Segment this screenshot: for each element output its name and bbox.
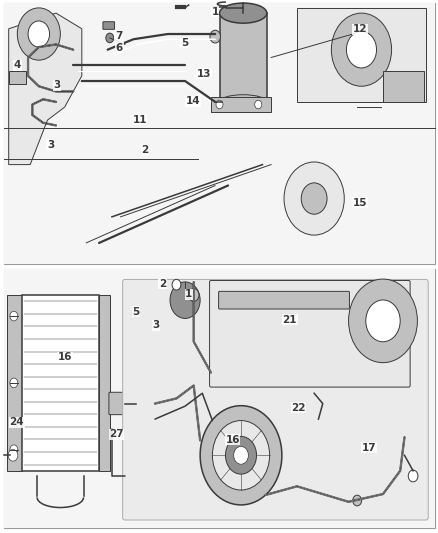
Circle shape — [352, 495, 361, 506]
Polygon shape — [296, 8, 425, 102]
Text: 12: 12 — [352, 25, 367, 34]
FancyBboxPatch shape — [4, 3, 434, 264]
Circle shape — [170, 282, 200, 318]
Text: 27: 27 — [109, 430, 124, 439]
FancyBboxPatch shape — [109, 392, 125, 415]
Text: 3: 3 — [47, 140, 54, 150]
Circle shape — [172, 279, 180, 290]
FancyBboxPatch shape — [9, 70, 26, 84]
Ellipse shape — [219, 95, 266, 109]
Circle shape — [346, 31, 376, 68]
Text: 2: 2 — [159, 279, 166, 288]
Text: 21: 21 — [282, 315, 297, 325]
Circle shape — [407, 470, 417, 482]
FancyBboxPatch shape — [219, 13, 266, 102]
Circle shape — [283, 162, 343, 235]
FancyBboxPatch shape — [122, 279, 427, 520]
Circle shape — [200, 406, 281, 505]
FancyBboxPatch shape — [4, 269, 434, 528]
Circle shape — [28, 21, 49, 47]
FancyBboxPatch shape — [102, 22, 114, 29]
Text: 1: 1 — [185, 289, 192, 299]
Text: 3: 3 — [152, 320, 159, 330]
Circle shape — [233, 446, 248, 464]
Text: 11: 11 — [132, 115, 147, 125]
FancyBboxPatch shape — [4, 3, 434, 264]
Text: 5: 5 — [132, 307, 139, 317]
Circle shape — [365, 300, 399, 342]
Text: 15: 15 — [352, 198, 367, 207]
Text: 13: 13 — [196, 69, 211, 78]
Text: 17: 17 — [360, 443, 375, 453]
Circle shape — [10, 378, 18, 387]
Circle shape — [106, 33, 113, 43]
Circle shape — [300, 183, 326, 214]
Text: 24: 24 — [9, 417, 24, 427]
Circle shape — [136, 400, 143, 408]
Circle shape — [17, 8, 60, 60]
FancyBboxPatch shape — [218, 292, 349, 309]
Circle shape — [331, 13, 391, 86]
Text: 16: 16 — [57, 352, 72, 362]
FancyBboxPatch shape — [7, 295, 21, 471]
Circle shape — [10, 445, 18, 455]
Text: 2: 2 — [141, 146, 148, 155]
FancyBboxPatch shape — [99, 295, 110, 471]
Circle shape — [225, 437, 256, 474]
FancyBboxPatch shape — [382, 70, 423, 102]
Text: 7: 7 — [115, 31, 122, 41]
FancyBboxPatch shape — [4, 269, 434, 528]
Circle shape — [212, 421, 269, 490]
Circle shape — [8, 449, 18, 461]
FancyBboxPatch shape — [21, 295, 99, 471]
Circle shape — [348, 279, 417, 362]
Circle shape — [209, 30, 220, 43]
Ellipse shape — [219, 3, 266, 23]
FancyBboxPatch shape — [210, 96, 271, 112]
Text: 1: 1 — [211, 7, 218, 17]
Circle shape — [10, 311, 18, 321]
Circle shape — [215, 100, 223, 109]
Text: 14: 14 — [185, 96, 200, 106]
Text: 4: 4 — [14, 60, 21, 70]
Text: 3: 3 — [53, 80, 60, 90]
Polygon shape — [9, 13, 81, 165]
FancyBboxPatch shape — [209, 280, 409, 387]
Text: 16: 16 — [225, 435, 240, 445]
Text: 22: 22 — [290, 403, 305, 413]
Text: 5: 5 — [180, 38, 187, 47]
Circle shape — [254, 100, 261, 109]
Text: 6: 6 — [116, 43, 123, 53]
Circle shape — [188, 289, 198, 302]
